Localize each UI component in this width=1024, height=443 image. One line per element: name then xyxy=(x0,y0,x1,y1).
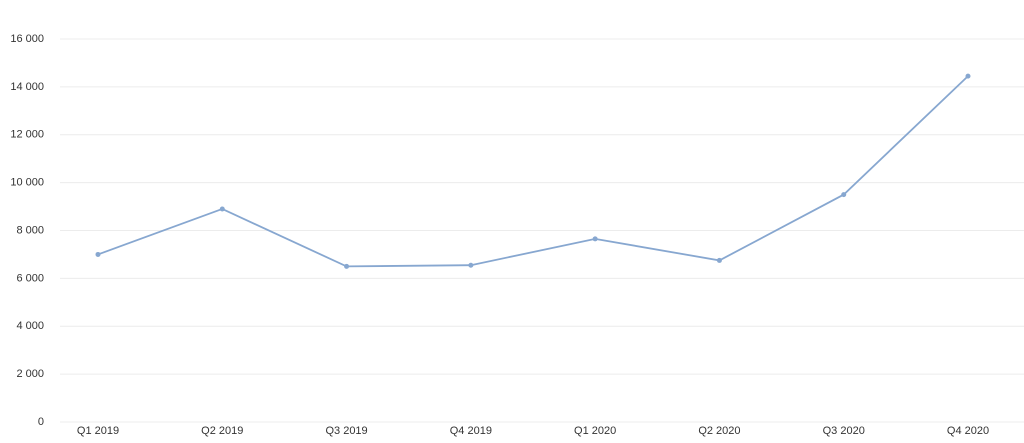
y-tick-label: 6 000 xyxy=(16,272,44,284)
y-tick-label: 0 xyxy=(38,416,44,428)
data-point xyxy=(219,206,225,212)
data-point xyxy=(841,192,847,198)
y-tick-label: 12 000 xyxy=(10,129,44,141)
data-point xyxy=(468,262,474,268)
x-tick-label: Q2 2019 xyxy=(201,425,243,437)
y-tick-label: 4 000 xyxy=(16,320,44,332)
y-tick-label: 14 000 xyxy=(10,81,44,93)
y-tick-label: 8 000 xyxy=(16,224,44,236)
data-point xyxy=(592,236,598,242)
x-tick-label: Q4 2019 xyxy=(450,425,492,437)
x-tick-label: Q2 2020 xyxy=(698,425,740,437)
data-point xyxy=(716,257,722,263)
data-point xyxy=(95,251,101,257)
y-tick-label: 2 000 xyxy=(16,368,44,380)
series-line xyxy=(97,75,969,268)
y-tick-label: 16 000 xyxy=(10,33,44,45)
x-tick-label: Q1 2019 xyxy=(77,425,119,437)
x-tick-label: Q4 2020 xyxy=(947,425,989,437)
x-tick-label: Q3 2019 xyxy=(325,425,367,437)
data-point xyxy=(965,73,971,79)
x-tick-label: Q3 2020 xyxy=(823,425,865,437)
y-tick-label: 10 000 xyxy=(10,177,44,189)
x-tick-label: Q1 2020 xyxy=(574,425,616,437)
data-point xyxy=(344,263,350,269)
